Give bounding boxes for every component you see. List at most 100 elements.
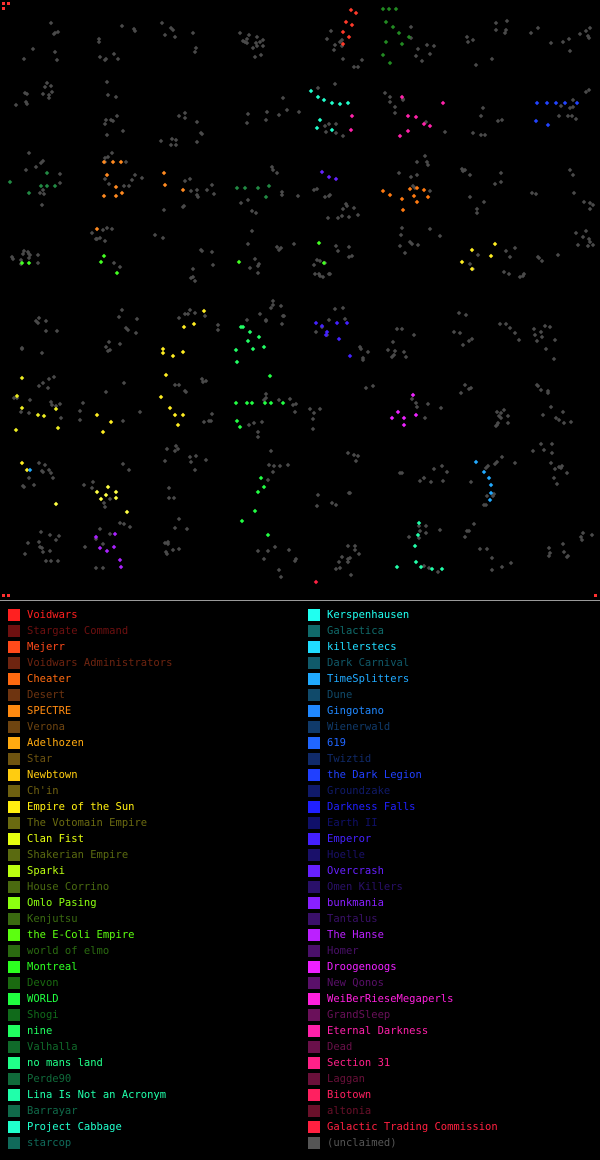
neutral-system[interactable] xyxy=(427,51,433,57)
neutral-system[interactable] xyxy=(36,539,42,545)
neutral-system[interactable] xyxy=(109,150,115,156)
neutral-system[interactable] xyxy=(538,329,544,335)
neutral-system[interactable] xyxy=(246,422,252,428)
claimed-system[interactable] xyxy=(380,52,386,58)
neutral-system[interactable] xyxy=(583,28,589,34)
neutral-system[interactable] xyxy=(127,524,133,530)
neutral-system[interactable] xyxy=(286,547,292,553)
claimed-system[interactable] xyxy=(233,347,239,353)
neutral-system[interactable] xyxy=(583,228,589,234)
neutral-system[interactable] xyxy=(493,423,499,429)
neutral-system[interactable] xyxy=(48,83,54,89)
neutral-system[interactable] xyxy=(190,274,196,280)
neutral-system[interactable] xyxy=(345,559,351,565)
neutral-system[interactable] xyxy=(505,413,511,419)
neutral-system[interactable] xyxy=(41,191,47,197)
claimed-system[interactable] xyxy=(160,346,166,352)
neutral-system[interactable] xyxy=(397,243,403,249)
neutral-system[interactable] xyxy=(46,95,52,101)
neutral-system[interactable] xyxy=(103,117,109,123)
neutral-system[interactable] xyxy=(100,565,106,571)
neutral-system[interactable] xyxy=(551,475,557,481)
neutral-system[interactable] xyxy=(58,415,64,421)
neutral-system[interactable] xyxy=(36,460,42,466)
neutral-system[interactable] xyxy=(493,27,499,33)
neutral-system[interactable] xyxy=(123,159,129,165)
claimed-system[interactable] xyxy=(329,127,335,133)
neutral-system[interactable] xyxy=(89,485,95,491)
claimed-system[interactable] xyxy=(346,34,352,40)
neutral-system[interactable] xyxy=(40,187,46,193)
neutral-system[interactable] xyxy=(54,328,60,334)
neutral-system[interactable] xyxy=(185,311,191,317)
neutral-system[interactable] xyxy=(23,167,29,173)
neutral-system[interactable] xyxy=(335,248,341,254)
neutral-system[interactable] xyxy=(114,113,120,119)
neutral-system[interactable] xyxy=(129,177,135,183)
claimed-system[interactable] xyxy=(383,19,389,25)
neutral-system[interactable] xyxy=(552,466,558,472)
neutral-system[interactable] xyxy=(423,530,429,536)
neutral-system[interactable] xyxy=(173,443,179,449)
claimed-system[interactable] xyxy=(101,253,107,259)
neutral-system[interactable] xyxy=(193,45,199,51)
neutral-system[interactable] xyxy=(549,450,555,456)
neutral-system[interactable] xyxy=(565,113,571,119)
claimed-system[interactable] xyxy=(315,94,321,100)
neutral-system[interactable] xyxy=(399,225,405,231)
neutral-system[interactable] xyxy=(172,382,178,388)
claimed-system[interactable] xyxy=(256,334,262,340)
neutral-system[interactable] xyxy=(51,374,57,380)
neutral-system[interactable] xyxy=(77,417,83,423)
neutral-system[interactable] xyxy=(532,332,538,338)
claimed-system[interactable] xyxy=(124,509,130,515)
neutral-system[interactable] xyxy=(481,199,487,205)
claimed-system[interactable] xyxy=(469,247,475,253)
neutral-system[interactable] xyxy=(176,113,182,119)
claimed-system[interactable] xyxy=(262,400,268,406)
neutral-system[interactable] xyxy=(484,493,490,499)
neutral-system[interactable] xyxy=(57,401,63,407)
claimed-system[interactable] xyxy=(396,30,402,36)
neutral-system[interactable] xyxy=(315,492,321,498)
neutral-system[interactable] xyxy=(125,327,131,333)
neutral-system[interactable] xyxy=(170,547,176,553)
neutral-system[interactable] xyxy=(390,339,396,345)
neutral-system[interactable] xyxy=(442,129,448,135)
neutral-system[interactable] xyxy=(415,46,421,52)
neutral-system[interactable] xyxy=(333,243,339,249)
claimed-system[interactable] xyxy=(234,418,240,424)
neutral-system[interactable] xyxy=(351,452,357,458)
claimed-system[interactable] xyxy=(98,496,104,502)
neutral-system[interactable] xyxy=(187,307,193,313)
neutral-system[interactable] xyxy=(431,43,437,49)
neutral-system[interactable] xyxy=(260,43,266,49)
claimed-system[interactable] xyxy=(53,406,59,412)
claimed-system[interactable] xyxy=(104,172,110,178)
neutral-system[interactable] xyxy=(575,242,581,248)
neutral-system[interactable] xyxy=(47,532,53,538)
neutral-system[interactable] xyxy=(36,383,42,389)
neutral-system[interactable] xyxy=(268,448,274,454)
neutral-system[interactable] xyxy=(489,555,495,561)
claimed-system[interactable] xyxy=(412,543,418,549)
neutral-system[interactable] xyxy=(173,137,179,143)
claimed-system[interactable] xyxy=(265,532,271,538)
claimed-system[interactable] xyxy=(380,188,386,194)
neutral-system[interactable] xyxy=(82,544,88,550)
neutral-system[interactable] xyxy=(589,532,595,538)
claimed-system[interactable] xyxy=(27,467,33,473)
claimed-system[interactable] xyxy=(574,100,580,106)
neutral-system[interactable] xyxy=(460,342,466,348)
neutral-system[interactable] xyxy=(103,344,109,350)
neutral-system[interactable] xyxy=(573,116,579,122)
claimed-system[interactable] xyxy=(261,484,267,490)
neutral-system[interactable] xyxy=(355,212,361,218)
neutral-system[interactable] xyxy=(56,533,62,539)
neutral-system[interactable] xyxy=(533,191,539,197)
neutral-system[interactable] xyxy=(202,313,208,319)
neutral-system[interactable] xyxy=(317,258,323,264)
claimed-system[interactable] xyxy=(105,484,111,490)
neutral-system[interactable] xyxy=(387,99,393,105)
neutral-system[interactable] xyxy=(291,241,297,247)
